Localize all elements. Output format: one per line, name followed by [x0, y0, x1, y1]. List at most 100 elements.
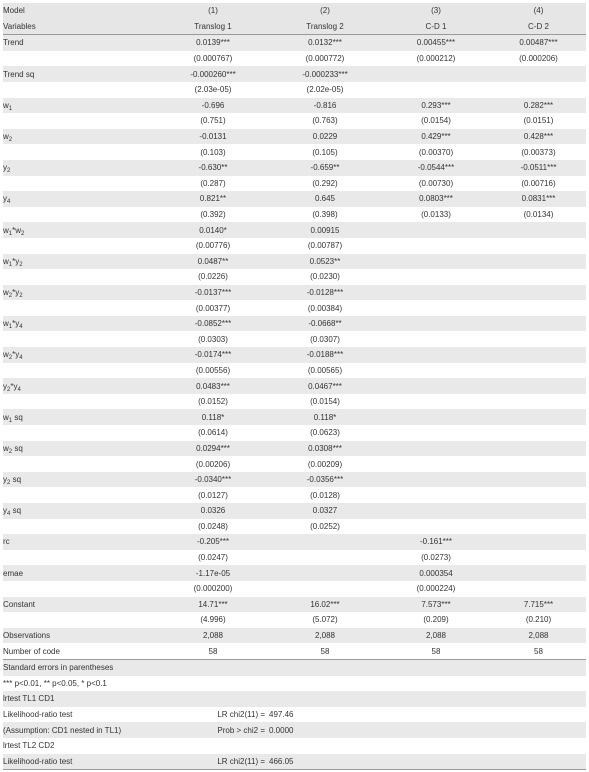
stderr-cell [269, 580, 381, 597]
empty-cell [381, 691, 491, 707]
stderr-cell [491, 331, 586, 348]
variable-subscript: 1 [8, 105, 13, 112]
empty-cell [381, 737, 491, 754]
stderr-cell: (0.0230) [269, 269, 381, 285]
coefficient-cell [381, 409, 491, 426]
variable-label: y2*y4 [3, 378, 157, 394]
variable-operator: sq [12, 412, 23, 422]
variable-subscript: 1 [8, 261, 13, 268]
variable-name: Constant [3, 599, 36, 609]
variable-label [3, 144, 157, 160]
variable-name: w [3, 100, 9, 110]
footnote-row: lrtest TL2 CD2 [3, 737, 586, 754]
variable-subscript: 2 [7, 386, 11, 393]
variable-label [3, 331, 157, 348]
variable-subscript: 2 [8, 448, 13, 455]
stderr-cell [269, 549, 381, 566]
header-cell: Model [3, 3, 157, 19]
coefficient-cell: 0.0487** [157, 253, 269, 270]
coef-row: emae -1.17e-05 0.000354 [3, 565, 586, 581]
coefficient-cell: 0.0229 [269, 128, 381, 145]
coefficient-cell: 0.0327 [269, 503, 381, 519]
variable-operator: sq [10, 475, 22, 485]
variable-label: w2 [3, 128, 157, 145]
stderr-row: (0.00556) (0.00565) [3, 362, 586, 379]
stderr-cell: (0.0614) [157, 425, 269, 441]
coefficient-cell [491, 315, 586, 332]
variable-label: y2 [3, 159, 157, 176]
stderr-cell [491, 269, 586, 285]
variable-label [3, 393, 157, 410]
variable-label [3, 612, 157, 628]
stderr-cell: (0.105) [269, 144, 381, 160]
variable-name: Trend sq [3, 69, 35, 79]
stderr-cell: (0.00730) [381, 175, 491, 192]
variable-name: y [3, 475, 7, 485]
stderr-cell: (0.00370) [381, 144, 491, 160]
coefficient-cell: -0.630** [157, 159, 269, 176]
regression-table-body: Model (1) (2) (3) (4) Variables Translog… [3, 3, 586, 771]
stderr-cell [491, 81, 586, 98]
stderr-row: (0.0248) (0.0252) [3, 518, 586, 535]
stderr-cell: (4.996) [157, 612, 269, 628]
coefficient-cell: -0.0668** [269, 315, 381, 332]
stderr-cell: (0.000212) [381, 50, 491, 67]
coef-row: rc -0.205*** -0.161*** [3, 534, 586, 550]
variable-subscript: 4 [7, 199, 11, 206]
footnote-text: lrtest TL2 CD2 [3, 737, 157, 754]
variable-subscript: 4 [19, 355, 23, 362]
regression-table: Model (1) (2) (3) (4) Variables Translog… [3, 3, 586, 771]
empty-cell [491, 675, 586, 692]
stderr-cell: (0.00776) [157, 237, 269, 254]
stderr-cell: (0.00556) [157, 362, 269, 379]
coefficient-cell: 16.02*** [269, 596, 381, 613]
empty-cell [491, 737, 586, 754]
stderr-cell: (0.0273) [381, 549, 491, 566]
variable-subscript: 2 [8, 355, 13, 362]
stderr-cell [491, 518, 586, 535]
coefficient-cell [269, 565, 381, 581]
stderr-cell: (0.000200) [157, 580, 269, 597]
variable-subscript: 4 [19, 324, 23, 331]
coefficient-cell: -0.696 [157, 97, 269, 114]
stderr-cell: (0.209) [381, 612, 491, 628]
coef-row: w1 -0.696 -0.816 0.293*** 0.282*** [3, 97, 586, 114]
variable-label: y4 [3, 191, 157, 207]
empty-cell [381, 722, 491, 738]
footnote-row: (Assumption: CD1 nested in TL1) Prob > ch… [3, 722, 586, 738]
variable-subscript: 4 [7, 511, 11, 518]
coef-row: Constant 14.71*** 16.02*** 7.573*** 7.715*** [3, 596, 586, 613]
coef-row: Trend sq -0.000260*** -0.000233*** [3, 66, 586, 82]
lr-stat-label [157, 658, 269, 676]
header-cell: Translog 2 [269, 18, 381, 36]
coefficient-cell: -0.816 [269, 97, 381, 114]
coefficient-cell: 0.645 [269, 191, 381, 207]
stderr-cell: (0.000224) [381, 580, 491, 597]
header-cell: C-D 2 [491, 18, 586, 36]
lr-stat-value [269, 691, 381, 707]
stderr-cell [491, 362, 586, 379]
coef-row: w1 sq 0.118* 0.118* [3, 409, 586, 426]
coef-row: w2 -0.0131 0.0229 0.429*** 0.428*** [3, 128, 586, 145]
stderr-row: (0.0226) (0.0230) [3, 269, 586, 285]
lr-stat-label: Prob > chi2 = [157, 722, 269, 738]
footnote-text: (Assumption: CD1 nested in TL1) [3, 722, 157, 738]
stderr-cell: (0.00206) [157, 456, 269, 472]
header-row-model: Model (1) (2) (3) (4) [3, 3, 586, 19]
coefficient-cell: 0.0294*** [157, 440, 269, 457]
stderr-cell: (0.287) [157, 175, 269, 192]
empty-cell [491, 658, 586, 676]
coef-row: y2 -0.630** -0.659** -0.0544*** -0.0511*** [3, 159, 586, 176]
stderr-cell [381, 518, 491, 535]
footnote-row: *** p<0.01, ** p<0.05, * p<0.1 [3, 675, 586, 692]
variable-name: y [3, 194, 7, 204]
coefficient-cell: 0.0140* [157, 222, 269, 238]
stderr-cell [491, 487, 586, 503]
coefficient-cell: 0.0132*** [269, 34, 381, 51]
variable-label: rc [3, 534, 157, 550]
stderr-row: (0.0247) (0.0273) [3, 549, 586, 566]
footnote-row: lrtest TL1 CD1 [3, 691, 586, 707]
variable-label [3, 456, 157, 472]
coefficient-cell [491, 347, 586, 363]
variable-label [3, 300, 157, 316]
